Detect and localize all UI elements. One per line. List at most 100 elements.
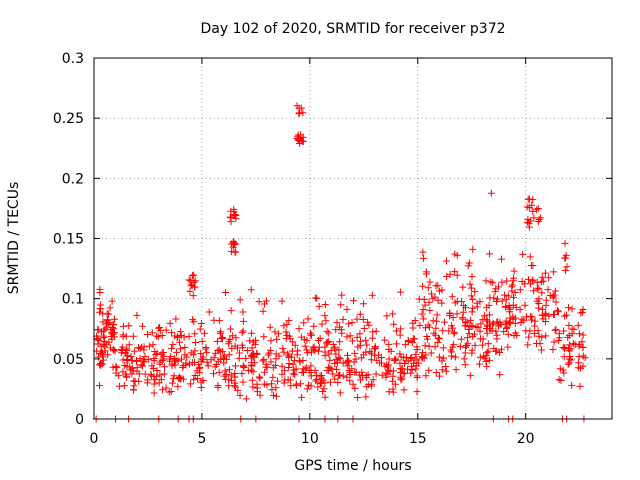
data-point [308, 331, 316, 339]
data-point [320, 385, 328, 393]
data-point [227, 214, 235, 222]
data-point [171, 361, 179, 369]
data-point [138, 362, 146, 370]
data-point [467, 316, 475, 324]
data-point [294, 347, 302, 355]
x-tick-label: 20 [517, 431, 535, 447]
data-point [225, 338, 233, 346]
data-point [504, 330, 512, 338]
data-point [356, 337, 364, 345]
data-point [481, 312, 489, 320]
data-point [493, 318, 501, 326]
data-point [221, 288, 229, 296]
data-point [309, 344, 317, 352]
data-point [190, 278, 198, 286]
data-point [239, 308, 247, 316]
data-point [108, 297, 116, 305]
data-point [172, 356, 180, 364]
data-point [576, 382, 584, 390]
data-point [556, 365, 564, 373]
data-point [475, 360, 483, 368]
data-point [345, 358, 353, 366]
data-point [418, 353, 426, 361]
data-point [408, 339, 416, 347]
data-point [450, 328, 458, 336]
data-point [433, 311, 441, 319]
data-point [126, 366, 134, 374]
data-point [130, 347, 138, 355]
data-point [307, 382, 315, 390]
data-point [551, 326, 559, 334]
data-point [537, 214, 545, 222]
data-point [493, 295, 501, 303]
data-point [325, 338, 333, 346]
data-point [504, 343, 512, 351]
x-tick-label: 5 [197, 431, 206, 447]
data-point [544, 286, 552, 294]
data-point [311, 366, 319, 374]
data-point [349, 380, 357, 388]
data-point [367, 356, 375, 364]
data-point [419, 282, 427, 290]
data-point [296, 358, 304, 366]
data-point [430, 329, 438, 337]
data-point [452, 353, 460, 361]
data-point [165, 388, 173, 396]
data-point [187, 349, 195, 357]
data-point [503, 325, 511, 333]
data-point [160, 370, 168, 378]
data-point [412, 350, 420, 358]
data-point [471, 288, 479, 296]
data-point [313, 294, 321, 302]
data-point [186, 380, 194, 388]
data-point [307, 362, 315, 370]
data-point [357, 354, 365, 362]
data-point [280, 367, 288, 375]
data-point [425, 342, 433, 350]
data-point [525, 195, 533, 203]
data-point [264, 351, 272, 359]
data-point [574, 364, 582, 372]
data-point [506, 305, 514, 313]
data-point [188, 272, 196, 280]
data-point [196, 325, 204, 333]
data-point [448, 293, 456, 301]
data-point [389, 385, 397, 393]
data-point [400, 386, 408, 394]
data-point [303, 385, 311, 393]
data-point [244, 346, 252, 354]
data-point [322, 317, 330, 325]
data-point [542, 332, 550, 340]
data-point [465, 330, 473, 338]
data-point [338, 329, 346, 337]
data-point [272, 355, 280, 363]
data-point [487, 189, 495, 197]
data-point [529, 261, 537, 269]
data-point [339, 372, 347, 380]
y-tick-label: 0.25 [53, 111, 84, 127]
data-point [135, 370, 143, 378]
data-point [565, 341, 573, 349]
data-point [147, 370, 155, 378]
data-point [280, 379, 288, 387]
data-point [297, 333, 305, 341]
data-point [509, 315, 517, 323]
data-point [314, 347, 322, 355]
data-point [143, 379, 151, 387]
data-point [549, 294, 557, 302]
data-point [476, 353, 484, 361]
data-point [239, 344, 247, 352]
data-point [153, 349, 161, 357]
data-point [343, 351, 351, 359]
data-point [425, 323, 433, 331]
data-point [413, 356, 421, 364]
data-point [242, 395, 250, 403]
data-point [535, 284, 543, 292]
data-point [230, 241, 238, 249]
data-point [231, 373, 239, 381]
data-point [350, 297, 358, 305]
data-point [331, 343, 339, 351]
data-point [533, 285, 541, 293]
data-point [435, 353, 443, 361]
